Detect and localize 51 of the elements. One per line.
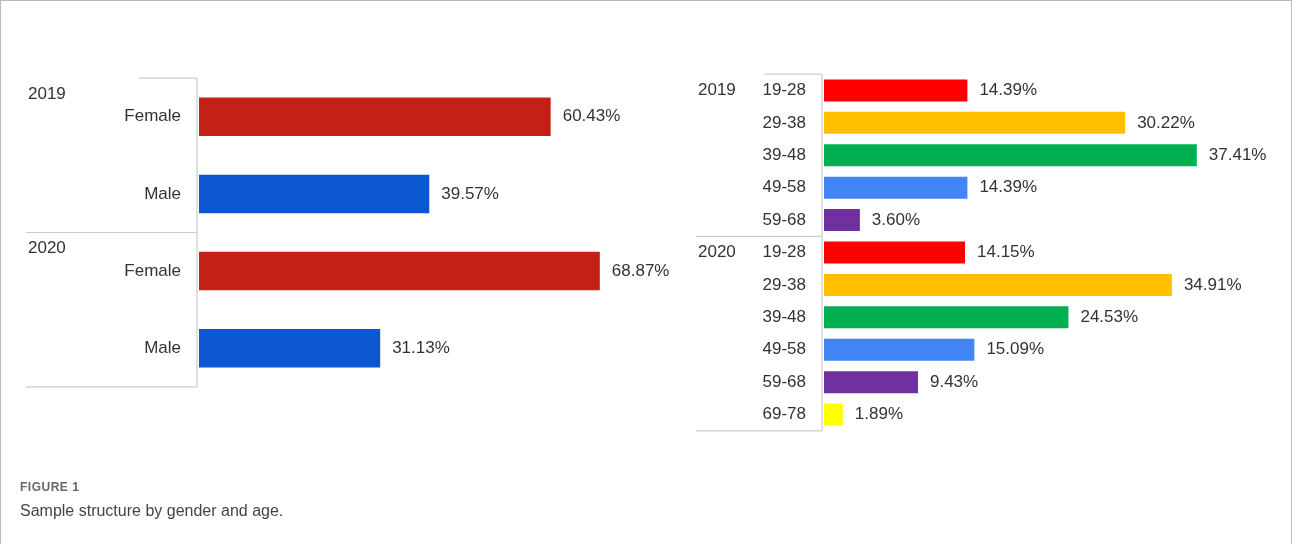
y-tick-label: 59-68 bbox=[762, 209, 806, 229]
caption: FIGURE 1 bbox=[20, 480, 81, 494]
data-label: 14.15% bbox=[977, 242, 1035, 262]
y-tick-label: Male bbox=[144, 337, 181, 357]
text: Sample structure by gender and age. bbox=[20, 502, 284, 520]
data-label: 14.39% bbox=[979, 177, 1038, 197]
data-label: 60.43% bbox=[562, 106, 621, 126]
y-tick-label: 49-58 bbox=[762, 339, 806, 359]
y-tick-label: 19-28 bbox=[762, 242, 806, 262]
data-label: 30.22% bbox=[1137, 112, 1195, 132]
text: 2020 bbox=[698, 242, 736, 262]
y-tick-label: 39-48 bbox=[762, 144, 806, 164]
text: 2019 bbox=[698, 80, 736, 100]
y-tick-label: 69-78 bbox=[762, 404, 806, 424]
bar bbox=[199, 174, 430, 214]
y-tick-label: 49-58 bbox=[762, 177, 806, 197]
bar bbox=[824, 144, 1197, 167]
data-label: 31.13% bbox=[392, 337, 450, 357]
data-label: 37.41% bbox=[1208, 144, 1267, 164]
data-label: 39.57% bbox=[441, 183, 499, 203]
data-label: 34.91% bbox=[1183, 274, 1242, 294]
bar bbox=[824, 273, 1172, 296]
text: 2020 bbox=[28, 238, 66, 258]
bar bbox=[199, 251, 600, 291]
bar bbox=[824, 338, 975, 361]
bar bbox=[824, 241, 966, 264]
data-label: 9.43% bbox=[929, 371, 979, 391]
y-tick-label: Female bbox=[124, 260, 181, 280]
y-tick-label: 59-68 bbox=[762, 371, 806, 391]
y-tick-label: 19-28 bbox=[762, 80, 806, 100]
bar bbox=[824, 111, 1126, 134]
bar bbox=[824, 371, 918, 394]
y-tick-label: 29-38 bbox=[762, 274, 806, 294]
data-label: 1.89% bbox=[854, 404, 904, 424]
bar bbox=[199, 328, 381, 368]
bar bbox=[824, 403, 843, 426]
bar bbox=[824, 306, 1069, 329]
data-label: 3.60% bbox=[871, 209, 921, 229]
text: 2019 bbox=[28, 83, 66, 103]
y-tick-label: 39-48 bbox=[762, 307, 806, 327]
bar bbox=[824, 176, 968, 199]
data-label: 15.09% bbox=[986, 339, 1045, 359]
bar bbox=[824, 209, 860, 232]
data-label: 24.53% bbox=[1080, 307, 1139, 327]
data-label: 14.39% bbox=[979, 80, 1038, 100]
y-tick-label: 29-38 bbox=[762, 112, 806, 132]
bar bbox=[199, 97, 551, 137]
y-tick-label: Female bbox=[124, 106, 181, 126]
data-label: 68.87% bbox=[611, 260, 670, 280]
bar bbox=[824, 79, 968, 102]
y-tick-label: Male bbox=[144, 183, 181, 203]
